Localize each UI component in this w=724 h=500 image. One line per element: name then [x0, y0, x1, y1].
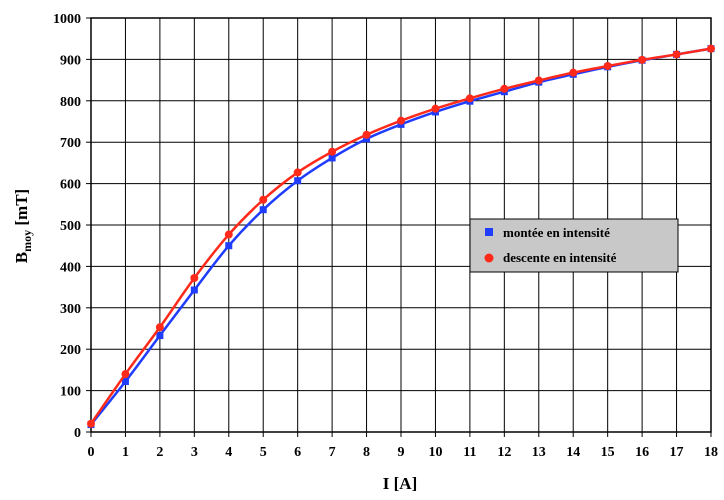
- y-tick-label: 1000: [53, 12, 81, 27]
- y-tick-label: 700: [60, 136, 81, 151]
- data-point-circle: [431, 104, 440, 113]
- data-point-circle: [707, 44, 715, 53]
- y-tick-label: 800: [60, 95, 81, 110]
- series-layer: [87, 44, 715, 429]
- x-tick-label: 1: [122, 445, 129, 460]
- x-tick-label: 5: [260, 445, 267, 460]
- y-tick-label: 200: [60, 343, 81, 358]
- data-point-square: [363, 135, 371, 143]
- y-tick-label: 0: [74, 426, 81, 441]
- x-tick-label: 0: [88, 445, 95, 460]
- data-point-circle: [569, 68, 578, 77]
- y-tick-label: 900: [60, 53, 81, 68]
- x-tick-label: 14: [566, 445, 580, 460]
- x-tick-label: 10: [428, 445, 442, 460]
- data-point-circle: [190, 273, 199, 282]
- x-tick-label: 2: [156, 445, 163, 460]
- data-point-square: [121, 377, 129, 385]
- y-axis-title-main: B: [12, 252, 31, 263]
- data-point-circle: [638, 55, 647, 64]
- axes: 0 1 2 3 4 5 6 7 8 9 10 11 12 13 14 15 16 17 18010020030040…: [53, 12, 718, 460]
- y-tick-label: 400: [60, 260, 81, 275]
- legend-label-rising: montée en intensité: [503, 225, 610, 240]
- data-point-square: [259, 206, 267, 214]
- data-point-circle: [465, 94, 474, 103]
- x-tick-label: 13: [532, 445, 546, 460]
- y-tick-label: 100: [60, 385, 81, 400]
- data-point-circle: [603, 62, 612, 71]
- y-axis-title-unit: [mT]: [12, 189, 31, 230]
- x-tick-label: 12: [497, 445, 511, 460]
- y-tick-label: 500: [60, 219, 81, 234]
- y-axis-title-sub: moy: [20, 230, 34, 252]
- legend-marker-falling: [484, 253, 494, 263]
- data-point-circle: [672, 50, 681, 59]
- data-point-square: [294, 177, 302, 185]
- x-tick-label: 7: [329, 445, 336, 460]
- data-point-circle: [328, 147, 337, 156]
- x-tick-label: 11: [463, 445, 476, 460]
- data-point-square: [225, 242, 233, 250]
- x-tick-label: 16: [635, 445, 649, 460]
- x-tick-label: 6: [294, 445, 301, 460]
- x-tick-label: 9: [398, 445, 405, 460]
- legend-marker-rising: [485, 228, 493, 236]
- x-tick-label: 8: [363, 445, 370, 460]
- legend-box: [469, 218, 679, 273]
- y-tick-label: 300: [60, 302, 81, 317]
- legend: montée en intensité descente en intensit…: [469, 218, 679, 273]
- data-point-circle: [293, 168, 302, 177]
- data-point-circle: [121, 370, 130, 379]
- data-point-circle: [224, 230, 233, 239]
- data-point-circle: [87, 419, 95, 428]
- x-tick-label: 4: [225, 445, 232, 460]
- data-point-circle: [155, 323, 164, 332]
- x-tick-label: 17: [670, 445, 684, 460]
- x-axis-title: I [A]: [383, 474, 417, 493]
- labels: I [A] Bmoy [mT]: [12, 189, 417, 493]
- x-tick-label: 15: [601, 445, 615, 460]
- x-tick-label: 18: [704, 445, 718, 460]
- data-point-square: [156, 332, 164, 340]
- data-point-circle: [397, 116, 405, 125]
- y-tick-label: 600: [60, 178, 81, 193]
- x-tick-label: 3: [191, 445, 198, 460]
- legend-label-falling: descente en intensité: [503, 250, 617, 265]
- data-point-circle: [534, 76, 543, 85]
- data-point-square: [190, 286, 198, 294]
- data-point-circle: [362, 130, 371, 139]
- data-point-square: [328, 154, 336, 162]
- data-point-circle: [259, 195, 268, 204]
- y-axis-title: Bmoy [mT]: [12, 189, 34, 263]
- data-point-circle: [500, 84, 509, 93]
